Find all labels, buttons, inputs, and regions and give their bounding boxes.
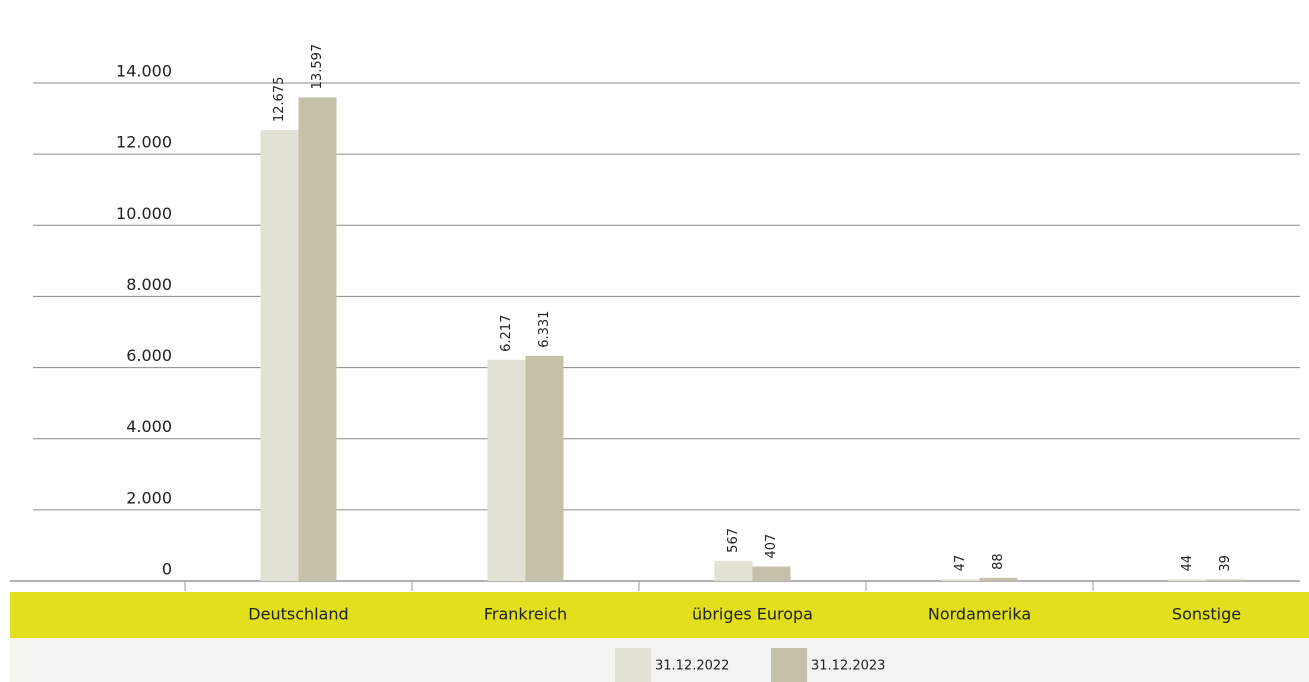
- bar: [298, 97, 337, 581]
- value-label: 44: [1180, 555, 1195, 572]
- x-tick-label: übriges Europa: [692, 605, 813, 624]
- value-label: 39: [1218, 555, 1233, 572]
- bar: [1206, 579, 1245, 581]
- value-label: 407: [764, 534, 779, 559]
- y-tick-label: 4.000: [126, 417, 172, 436]
- bar: [752, 566, 791, 581]
- legend-band: [10, 638, 1309, 682]
- bar: [714, 560, 753, 581]
- bar: [941, 579, 980, 581]
- value-label: 6.217: [499, 315, 514, 352]
- x-tick-label: Sonstige: [1172, 605, 1241, 624]
- bar: [260, 130, 299, 581]
- value-label: 47: [953, 555, 968, 572]
- legend-label: 31.12.2023: [811, 659, 885, 674]
- value-label: 6.331: [537, 311, 552, 348]
- value-label: 567: [726, 528, 741, 553]
- x-tick-label: Nordamerika: [928, 605, 1031, 624]
- value-label: 12.675: [272, 77, 287, 123]
- bar: [487, 359, 526, 581]
- legend-swatch: [615, 648, 651, 682]
- legend-label: 31.12.2022: [655, 659, 729, 674]
- y-tick-label: 6.000: [126, 346, 172, 365]
- x-tick-label: Deutschland: [248, 605, 348, 624]
- bar: [979, 577, 1018, 581]
- bar: [525, 355, 564, 581]
- value-label: 88: [991, 553, 1006, 570]
- x-tick-label: Frankreich: [484, 605, 567, 624]
- y-tick-label: 0: [162, 560, 172, 579]
- y-tick-label: 14.000: [116, 62, 172, 81]
- y-tick-label: 12.000: [116, 133, 172, 152]
- y-tick-label: 8.000: [126, 275, 172, 294]
- y-tick-label: 10.000: [116, 204, 172, 223]
- y-tick-label: 2.000: [126, 488, 172, 507]
- category-band: [10, 592, 1309, 638]
- value-label: 13.597: [310, 44, 325, 90]
- legend-swatch: [771, 648, 807, 682]
- bar: [1168, 579, 1207, 581]
